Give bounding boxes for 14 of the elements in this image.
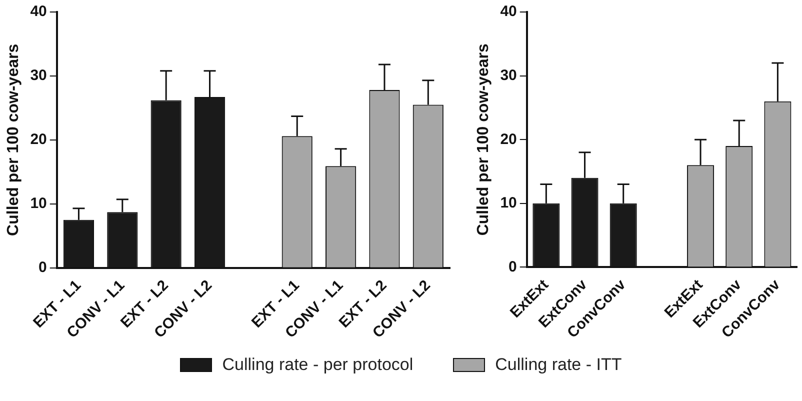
y-tick-label: 10: [500, 194, 517, 212]
y-tick-label: 40: [500, 3, 517, 20]
y-tick-label: 0: [508, 258, 517, 276]
y-axis-title: Culled per 100 cow-years: [475, 43, 492, 236]
y-tick-label: 30: [30, 67, 47, 84]
y-tick-label: 20: [500, 130, 517, 148]
y-tick-label: 10: [30, 195, 47, 212]
y-tick-label: 0: [38, 258, 47, 276]
legend-label: Culling rate - ITT: [495, 355, 622, 375]
y-tick-label: 30: [500, 66, 517, 84]
y-tick-label: 20: [30, 131, 47, 148]
y-tick-label: 40: [30, 3, 47, 20]
legend-label: Culling rate - per protocol: [222, 355, 414, 375]
y-axis-title: Culled per 100 cow-years: [5, 44, 22, 236]
